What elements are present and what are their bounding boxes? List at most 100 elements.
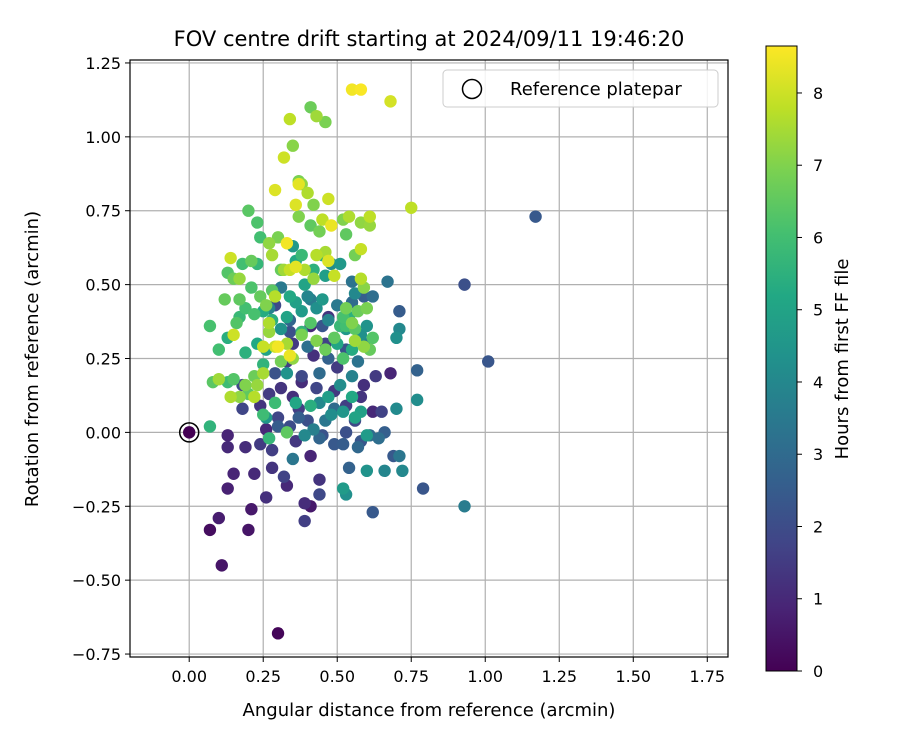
scatter-point [271,420,285,433]
scatter-point [390,331,403,345]
scatter-point [227,328,240,342]
scatter-point [322,313,335,327]
scatter-point [313,367,326,380]
scatter-point [339,426,353,439]
scatter-point [307,423,320,436]
scatter-point [298,429,311,442]
scatter-point [319,269,332,282]
scatter-point [339,302,353,315]
scatter-point [396,464,409,478]
scatter-point [375,405,388,418]
scatter-point [254,290,267,303]
scatter-point [268,367,282,380]
scatter-point [271,340,285,353]
legend-box [442,69,719,108]
scatter-point [304,101,317,114]
scatter-point [310,248,323,262]
scatter-point [529,210,542,223]
scatter-point [289,396,302,410]
scatter-point [333,378,347,392]
scatter-point [236,402,249,415]
x-tick-label: 0.75 [393,667,429,686]
scatter-point [342,461,356,475]
scatter-point [322,254,335,268]
scatter-point [301,340,314,353]
scatter-point [242,523,255,537]
scatter-point [345,370,359,383]
scatter-point [416,482,430,495]
scatter-point [283,112,297,126]
scatter-point [265,461,279,475]
scatter-point [268,183,282,197]
scatter-point [319,343,332,356]
scatter-point [360,302,374,315]
scatter-point [381,275,394,288]
colorbar-tick-label: 2 [813,517,823,536]
scatter-point [366,405,379,418]
scatter-point [257,340,270,353]
scatter-point [259,299,273,312]
scatter-point [328,438,341,451]
scatter-point [274,322,288,336]
scatter-point [233,272,246,285]
scatter-point [212,372,226,386]
scatter-point [307,349,320,362]
y-tick-label: 0.50 [85,276,121,295]
scatter-point [248,390,261,404]
scatter-point [310,334,323,347]
scatter-point [289,435,302,448]
y-tick-label: 0.00 [85,423,121,442]
scatter-point [360,429,374,442]
scatter-point [298,497,311,510]
scatter-point [295,305,308,318]
scatter-point [271,231,285,244]
scatter-point [458,500,471,513]
scatter-point [458,278,471,291]
scatter-point [280,367,294,380]
scatter-point [233,390,246,404]
scatter-point [410,393,424,407]
scatter-point [274,381,288,395]
scatter-point [295,370,308,383]
scatter-point [289,260,302,274]
scatter-point [360,319,374,333]
scatter-point [405,201,418,214]
colorbar-gradient [765,45,798,672]
y-tick-label: 1.25 [85,54,121,73]
scatter-point [245,281,258,294]
scatter-point [283,349,297,362]
colorbar-tick-label: 8 [813,84,823,103]
scatter-point [239,440,252,454]
scatter-point [393,449,406,463]
x-tick-label: 1.50 [615,667,651,686]
scatter-point [215,559,228,572]
scatter-point [221,440,234,454]
colorbar: 0 1 2 3 4 5 6 7 8 Hours from first FF file [765,45,853,681]
scatter-point [283,290,297,303]
scatter-point [333,257,347,271]
y-axis-ticks: −0.75 −0.50 −0.25 0.00 0.25 0.50 0.75 1.00 1.25 [72,54,130,664]
scatter-point [265,248,279,262]
scatter-point [304,219,317,232]
scatter-point [410,364,424,377]
scatter-point [342,210,356,223]
scatter-point [313,473,326,486]
scatter-point [336,352,350,365]
scatter-point [351,355,365,368]
scatter-point [277,151,291,164]
scatter-point [357,340,371,353]
colorbar-tick-label: 3 [813,445,823,464]
scatter-point [286,452,300,466]
scatter-point [390,402,403,415]
chart-title: FOV centre drift starting at 2024/09/11 … [174,27,685,51]
scatter-point [268,290,282,303]
scatter-point [372,432,385,445]
scatter-point [262,316,276,330]
legend-entry: Reference platepar [510,79,682,100]
scatter-point [301,186,314,200]
scatter-point [277,470,291,483]
scatter-point [348,411,362,424]
y-tick-label: 0.25 [85,350,121,369]
scatter-point [280,237,294,250]
x-tick-label: 0.50 [319,667,355,686]
